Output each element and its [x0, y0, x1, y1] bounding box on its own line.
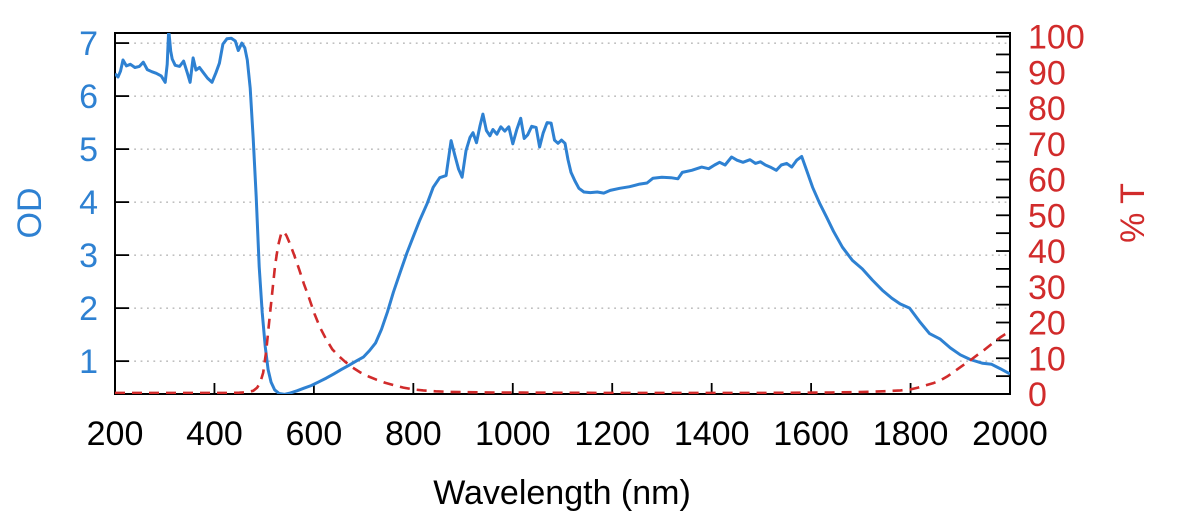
x-tick-label: 800 — [385, 415, 442, 453]
t-tick-label: 10 — [1028, 340, 1066, 378]
left-axis-title: OD — [11, 187, 49, 239]
od-tick-label: 6 — [79, 78, 98, 116]
t-tick-label: 80 — [1028, 90, 1066, 128]
series-transmission-line — [115, 230, 1010, 394]
t-tick-label: 0 — [1028, 376, 1047, 414]
t-tick-label: 40 — [1028, 233, 1066, 271]
x-tick-label: 1800 — [873, 415, 949, 453]
t-tick-label: 60 — [1028, 162, 1066, 200]
x-tick-label: 200 — [87, 415, 144, 453]
t-tick-label: 20 — [1028, 305, 1066, 343]
x-tick-label: 1000 — [475, 415, 551, 453]
t-tick-label: 50 — [1028, 197, 1066, 235]
od-tick-label: 3 — [79, 237, 98, 275]
x-tick-label: 1400 — [674, 415, 750, 453]
x-tick-label: 400 — [186, 415, 243, 453]
right-axis-title: % T — [1114, 183, 1152, 243]
t-tick-label: 70 — [1028, 126, 1066, 164]
x-tick-label: 600 — [286, 415, 343, 453]
od-tick-label: 2 — [79, 290, 98, 328]
t-tick-label: 100 — [1028, 19, 1085, 57]
x-axis-title: Wavelength (nm) — [433, 474, 691, 512]
x-tick-label: 2000 — [972, 415, 1048, 453]
series-od-line — [115, 33, 1010, 394]
x-tick-label: 1600 — [773, 415, 849, 453]
od-tick-label: 7 — [79, 25, 98, 63]
t-tick-label: 30 — [1028, 269, 1066, 307]
od-tick-label: 4 — [79, 184, 98, 222]
t-tick-label: 90 — [1028, 54, 1066, 92]
od-tick-label: 1 — [79, 343, 98, 381]
od-tick-label: 5 — [79, 131, 98, 169]
x-tick-label: 1200 — [574, 415, 650, 453]
